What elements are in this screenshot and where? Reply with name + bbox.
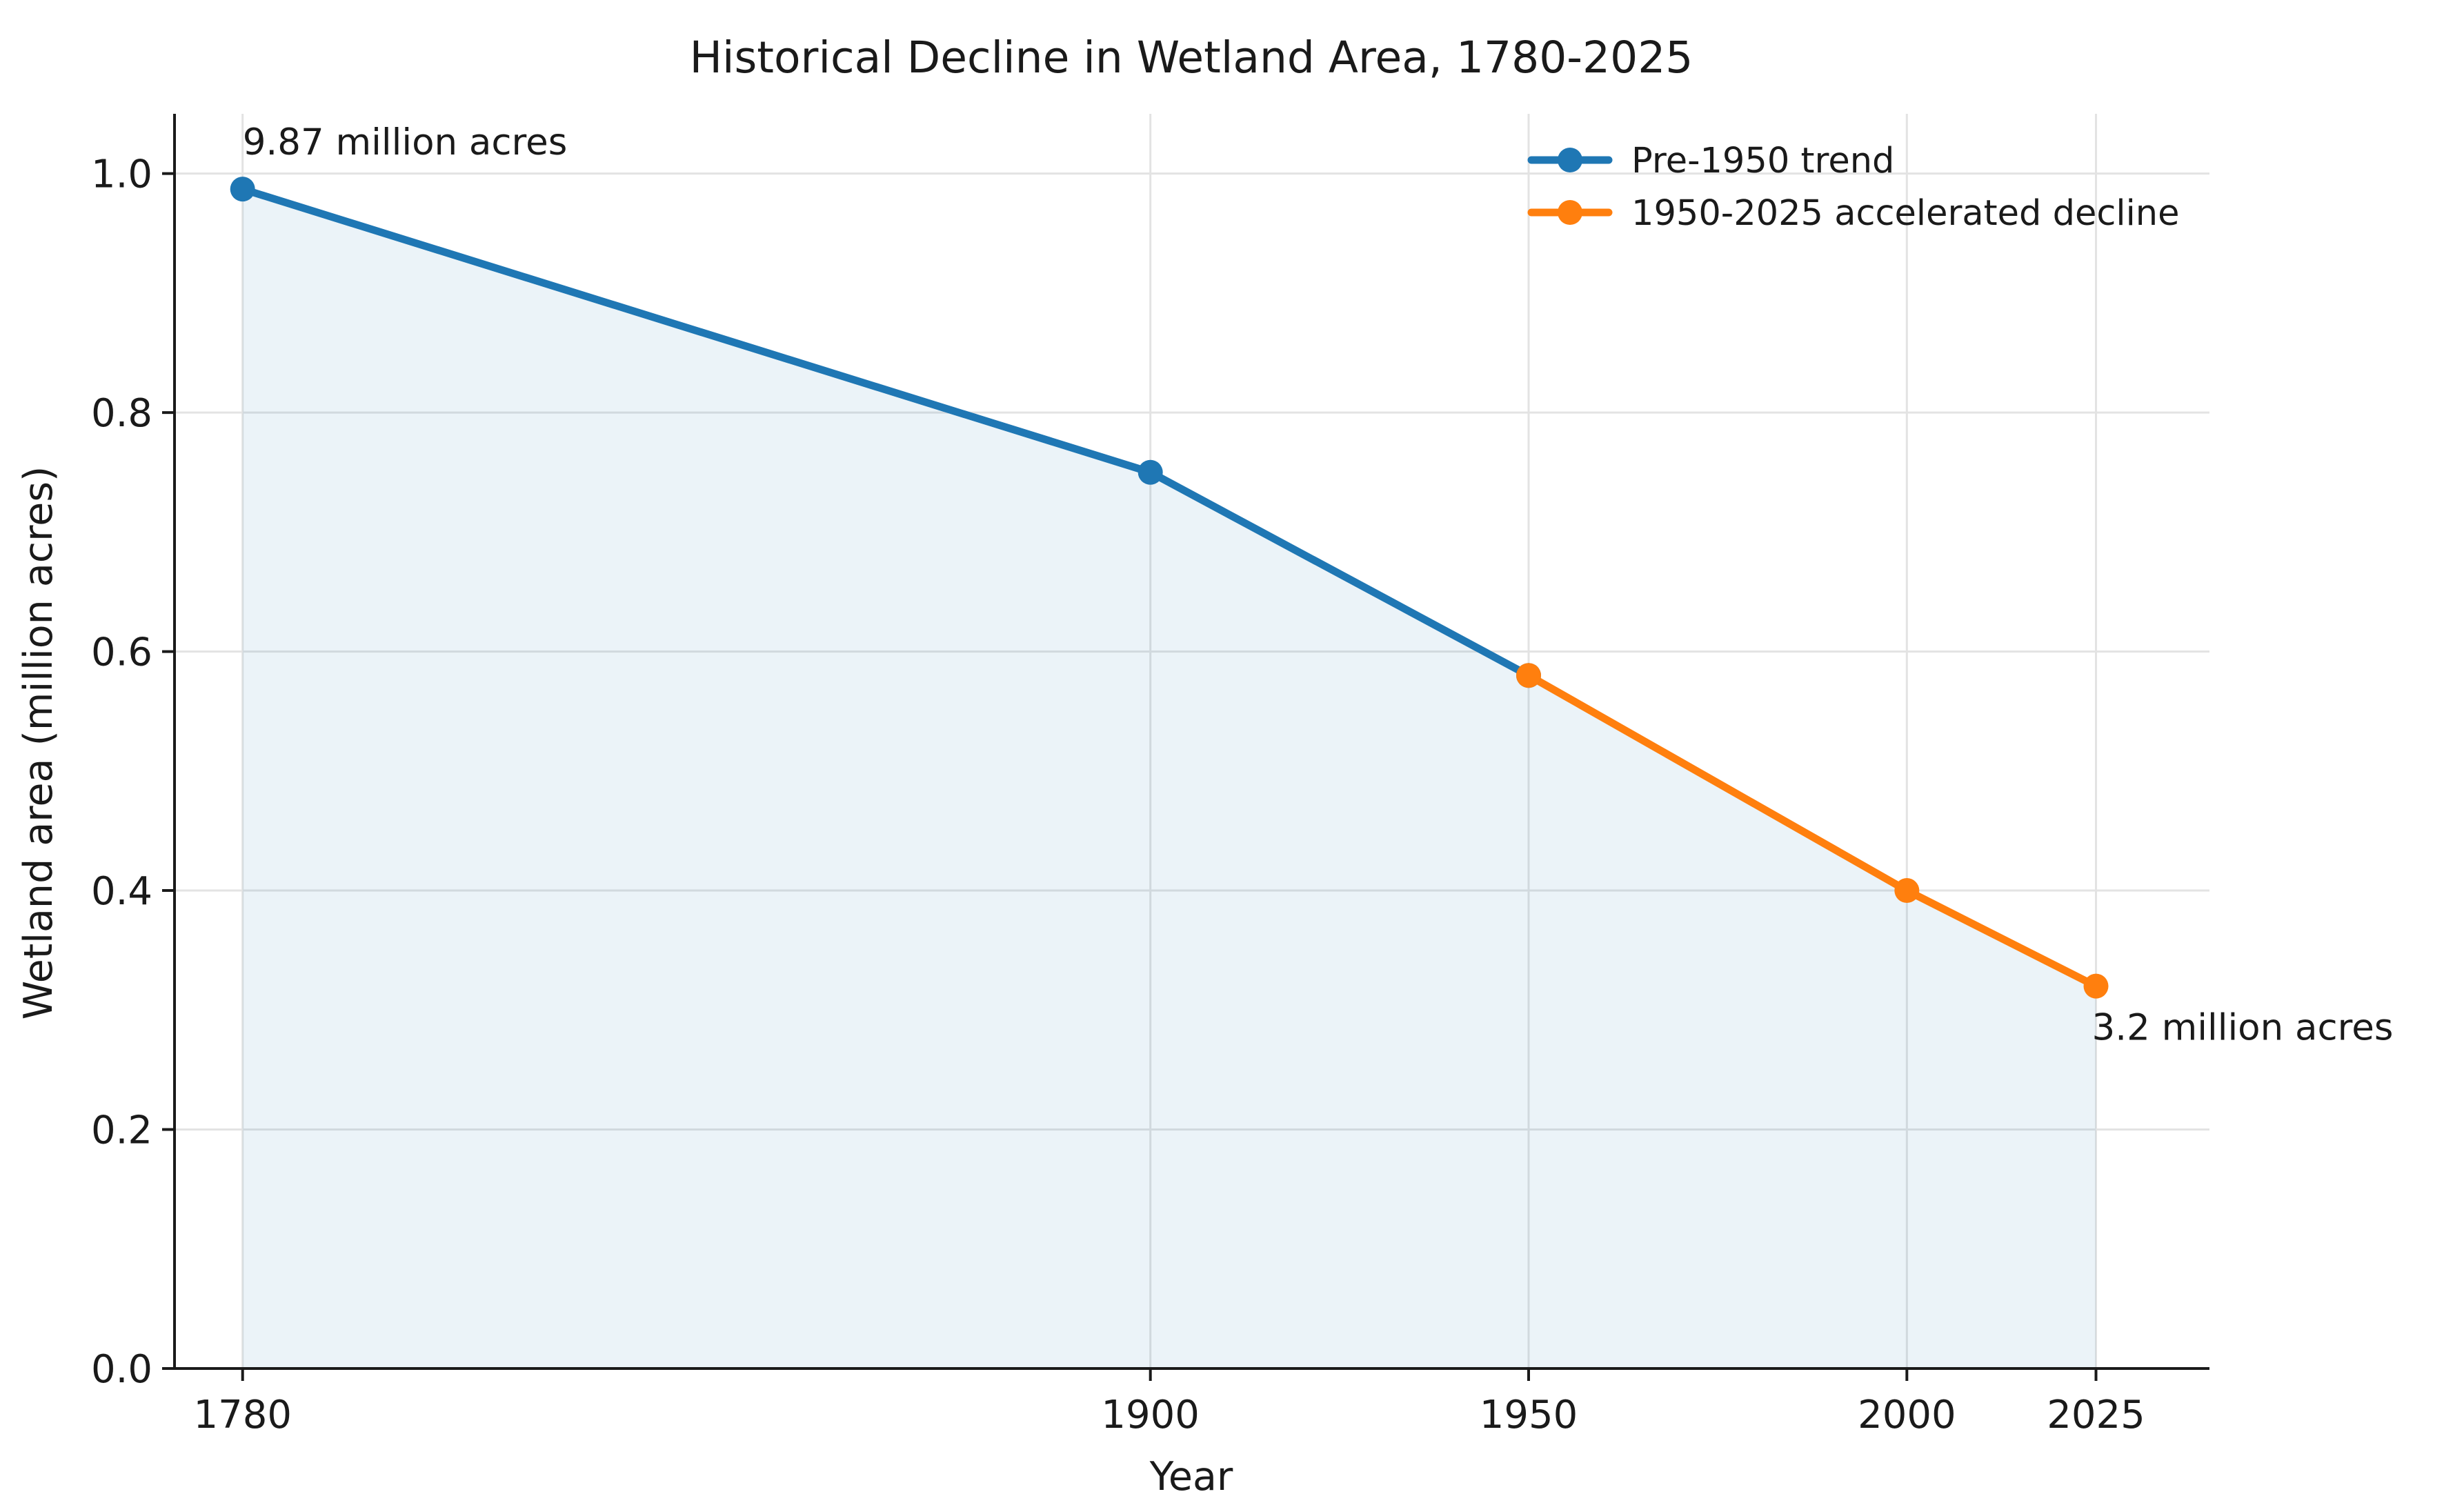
data-point [230, 177, 255, 202]
legend-marker [1558, 148, 1582, 172]
x-axis-label: Year [1149, 1454, 1233, 1500]
grid [175, 114, 2209, 1370]
x-tick-label: 1900 [1101, 1393, 1200, 1437]
annotation-label: 3.2 million acres [2092, 1007, 2394, 1049]
data-point [1137, 459, 1163, 485]
annotation-label: 9.87 million acres [243, 121, 568, 163]
x-tick-label: 1780 [193, 1393, 292, 1437]
chart-title: Historical Decline in Wetland Area, 1780… [690, 32, 1693, 83]
y-tick-label: 0.4 [91, 869, 152, 914]
y-axis-label: Wetland area (million acres) [16, 466, 61, 1020]
area-fill [242, 189, 2096, 1368]
x-tick-label: 2000 [1858, 1393, 1956, 1437]
y-tick-label: 0.0 [91, 1347, 152, 1392]
y-tick-label: 0.2 [91, 1108, 152, 1153]
area-fill-path [242, 189, 2096, 1368]
x-tick-label: 2025 [2047, 1393, 2145, 1437]
legend-label: 1950-2025 accelerated decline [1631, 193, 2179, 234]
y-tick-label: 1.0 [91, 152, 152, 197]
legend-label: Pre-1950 trend [1631, 141, 1894, 181]
y-tick-label: 0.6 [91, 630, 152, 675]
legend: Pre-1950 trend 1950-2025 accelerated decl… [1527, 141, 2179, 234]
data-point [1516, 663, 1542, 688]
legend-marker [1558, 200, 1582, 225]
annotations: 9.87 million acres 3.2 million acres [243, 121, 2394, 1048]
data-point [1894, 878, 1920, 904]
x-tick-label: 1950 [1480, 1393, 1578, 1437]
axes: 0.0 0.2 0.4 0.6 0.8 1.0 1780 1900 1950 2000 2025 [91, 114, 2209, 1437]
data-point [2083, 973, 2109, 999]
y-tick-label: 0.8 [91, 391, 152, 436]
series-lines [230, 177, 2109, 999]
